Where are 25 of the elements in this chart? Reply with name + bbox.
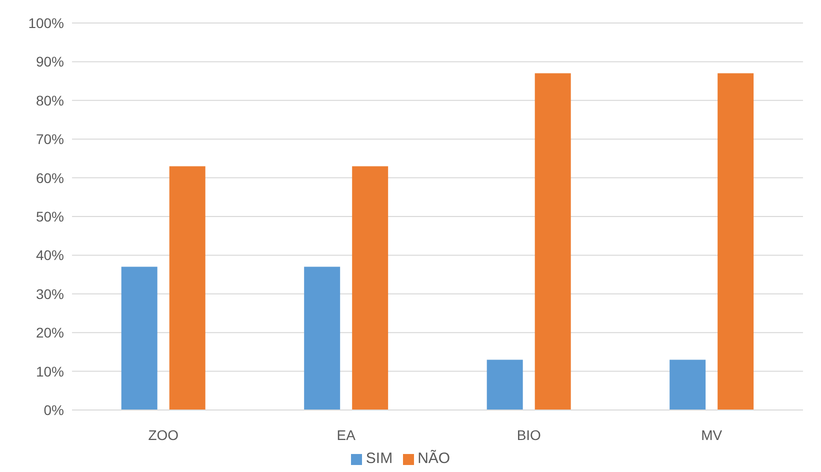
bar (169, 166, 206, 410)
y-tick-label: 80% (36, 92, 64, 108)
bar (718, 73, 754, 410)
y-tick-label: 100% (28, 14, 64, 31)
x-tick-label: ZOO (148, 426, 179, 443)
bar (486, 360, 523, 410)
y-tick-label: 40% (36, 247, 64, 264)
bar (534, 73, 571, 410)
y-tick-label: 0% (44, 402, 64, 418)
y-tick-label: 90% (36, 54, 64, 70)
bar (304, 266, 340, 410)
legend-label: SIM (366, 450, 393, 467)
y-tick-label: 30% (36, 286, 64, 302)
bar (121, 266, 158, 410)
x-tick-label: EA (336, 426, 356, 443)
y-tick-label: 10% (36, 363, 64, 380)
bar (670, 360, 706, 410)
y-tick-label: 20% (36, 324, 64, 341)
y-tick-label: 50% (36, 208, 64, 224)
x-tick-label: BIO (516, 426, 542, 443)
y-tick-label: 60% (36, 170, 64, 186)
legend-label: NÃO (418, 450, 450, 467)
x-tick-label: MV (701, 426, 723, 443)
y-tick-label: 70% (36, 131, 64, 148)
bar (352, 166, 388, 410)
